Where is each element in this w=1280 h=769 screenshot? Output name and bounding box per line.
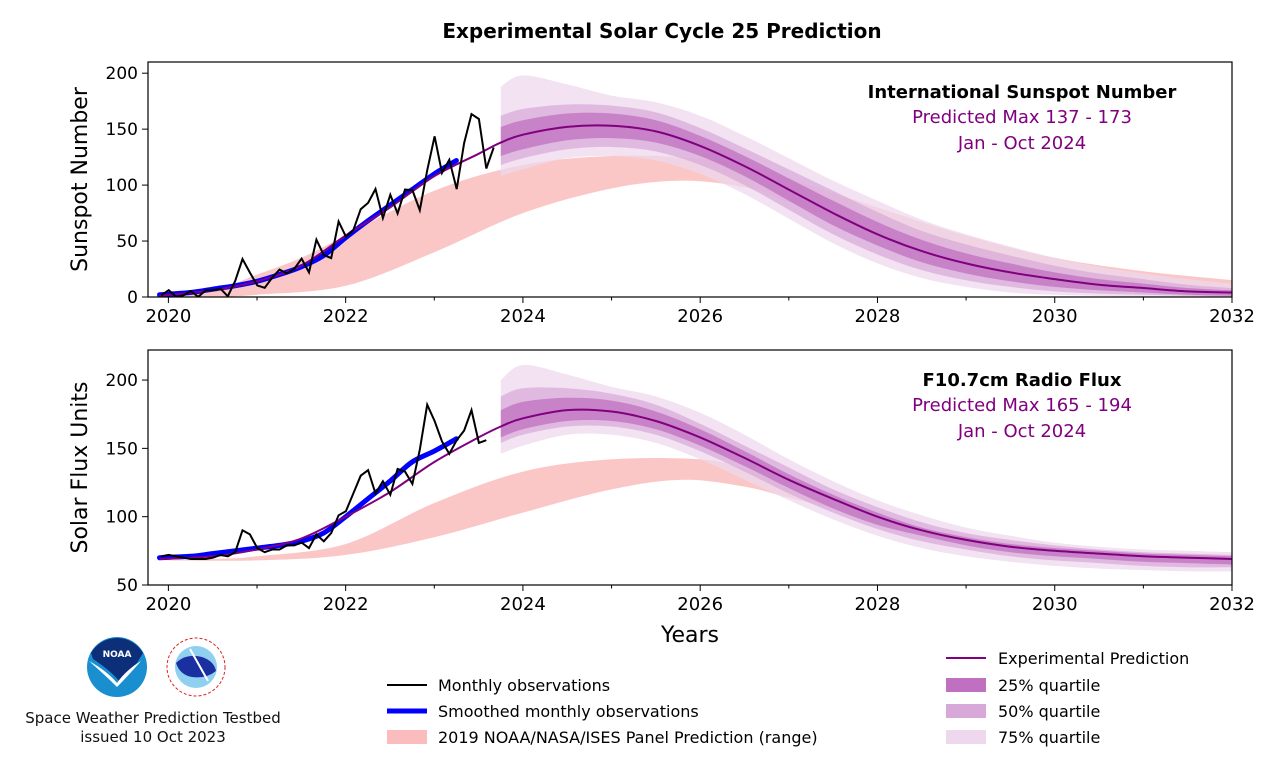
q50-quartile-band bbox=[500, 104, 1232, 297]
smoothed-observations-line bbox=[157, 436, 459, 561]
annotation-max-window: Jan - Oct 2024 bbox=[957, 133, 1086, 154]
x-tick-label: 2020 bbox=[145, 594, 191, 615]
nws-logo bbox=[166, 637, 226, 697]
footer-org: Space Weather Prediction Testbed bbox=[25, 709, 281, 727]
x-tick-label: 2024 bbox=[500, 594, 546, 615]
x-tick-label: 2030 bbox=[1032, 306, 1078, 327]
y-tick-label: 150 bbox=[106, 120, 138, 140]
x-axis-label: Years bbox=[660, 623, 719, 648]
legend-q75-label: 75% quartile bbox=[998, 728, 1100, 747]
annotation-predicted-max: Predicted Max 137 - 173 bbox=[912, 107, 1132, 128]
annotation-title: International Sunspot Number bbox=[868, 82, 1177, 103]
legend-q50-swatch bbox=[946, 704, 986, 718]
chart-title: Experimental Solar Cycle 25 Prediction bbox=[442, 19, 881, 43]
x-tick-label: 2026 bbox=[677, 594, 723, 615]
monthly-observations-line bbox=[161, 401, 487, 560]
x-tick-label: 2028 bbox=[855, 306, 901, 327]
plot-area bbox=[150, 364, 1232, 572]
legend-left: Monthly observations Smoothed monthly ob… bbox=[387, 676, 818, 747]
x-tick-label: 2026 bbox=[677, 306, 723, 327]
y-tick-label: 50 bbox=[116, 576, 138, 596]
y-tick-label: 100 bbox=[106, 176, 138, 196]
x-tick-label: 2032 bbox=[1209, 306, 1255, 327]
x-tick-label: 2022 bbox=[323, 594, 369, 615]
legend-prediction-label: Experimental Prediction bbox=[998, 649, 1189, 668]
q25-quartile-band bbox=[500, 397, 1232, 565]
annotation-predicted-max: Predicted Max 165 - 194 bbox=[912, 395, 1132, 416]
sunspot-panel: 2020 2022 2024 2026 2028 2030 2032 0 50 100 150 200… bbox=[68, 61, 1255, 327]
plot-frame bbox=[147, 61, 1233, 298]
annotation-max-window: Jan - Oct 2024 bbox=[957, 421, 1086, 442]
legend-q25-swatch bbox=[946, 678, 986, 692]
noaa-logo-text: NOAA bbox=[103, 650, 132, 660]
legend-smoothed-label: Smoothed monthly observations bbox=[438, 702, 699, 721]
y-tick-label: 150 bbox=[106, 439, 138, 459]
plot-frame bbox=[147, 349, 1233, 586]
y-tick-label: 50 bbox=[116, 232, 138, 252]
y-tick-label: 200 bbox=[106, 64, 138, 84]
legend-q50-label: 50% quartile bbox=[998, 702, 1100, 721]
y-axis-label: Sunspot Number bbox=[68, 86, 93, 272]
legend-q75-swatch bbox=[946, 730, 986, 744]
x-tick-label: 2022 bbox=[323, 306, 369, 327]
x-tick-label: 2028 bbox=[855, 594, 901, 615]
plot-area bbox=[150, 75, 1232, 297]
y-tick-label: 100 bbox=[106, 508, 138, 528]
legend-right: Experimental Prediction 25% quartile 50%… bbox=[946, 649, 1189, 747]
y-axis-label: Solar Flux Units bbox=[68, 381, 93, 553]
monthly-observations-line bbox=[160, 112, 495, 297]
x-tick-label: 2030 bbox=[1032, 594, 1078, 615]
legend-panel-label: 2019 NOAA/NASA/ISES Panel Prediction (ra… bbox=[438, 728, 818, 747]
experimental-prediction-line bbox=[159, 408, 1232, 560]
footer-issued: issued 10 Oct 2023 bbox=[80, 728, 226, 746]
noaa-logo: NOAA bbox=[87, 637, 147, 697]
x-tick-label: 2024 bbox=[500, 306, 546, 327]
y-tick-label: 0 bbox=[127, 288, 138, 308]
legend-observed-label: Monthly observations bbox=[438, 676, 610, 695]
annotation-title: F10.7cm Radio Flux bbox=[923, 370, 1122, 391]
legend-panel-swatch bbox=[387, 730, 427, 744]
legend-q25-label: 25% quartile bbox=[998, 676, 1100, 695]
radio-flux-panel: 2020 2022 2024 2026 2028 2030 2032 50 100 150 200 S… bbox=[68, 349, 1255, 615]
x-tick-label: 2020 bbox=[145, 306, 191, 327]
y-tick-label: 200 bbox=[106, 371, 138, 391]
q25-quartile-band bbox=[500, 112, 1232, 296]
x-tick-label: 2032 bbox=[1209, 594, 1255, 615]
